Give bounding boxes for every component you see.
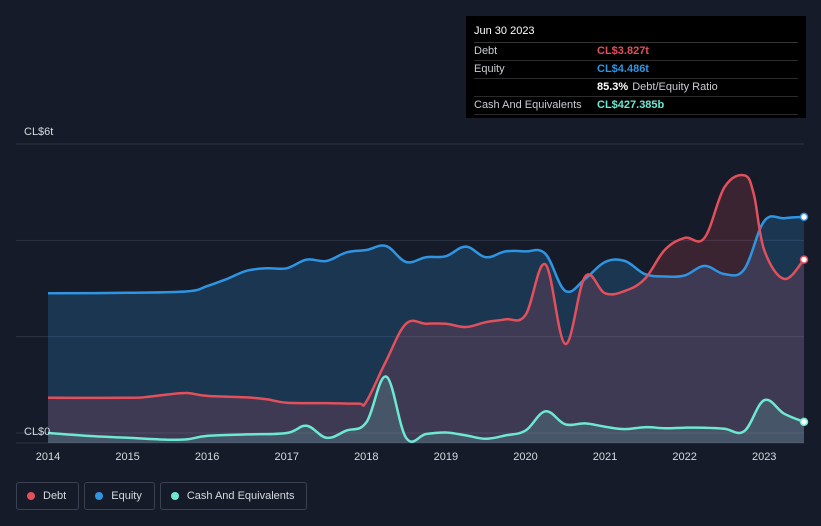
x-tick-2021: 2021 <box>593 451 617 463</box>
tooltip-row-cash: Cash And Equivalents CL$427.385b <box>474 97 798 115</box>
tooltip-ratio-label: Debt/Equity Ratio <box>632 81 718 93</box>
legend-dot-cash <box>170 492 179 500</box>
area-equity <box>48 216 804 443</box>
tooltip-cash-value: CL$427.385b <box>597 99 665 111</box>
x-axis-ticks: 2014 2015 2016 2017 2018 2019 2020 2021 2022 2023 <box>36 451 777 463</box>
series-areas <box>48 174 804 443</box>
legend-item-equity[interactable]: Equity <box>84 482 155 510</box>
tooltip-row-debt: Debt CL$3.827t <box>474 43 798 61</box>
tooltip-date: Jun 30 2023 <box>474 24 798 43</box>
end-markers <box>799 212 809 427</box>
tooltip-debt-label: Debt <box>474 45 498 57</box>
end-marker-equity <box>799 212 809 222</box>
legend-label-debt: Debt <box>43 490 67 502</box>
line-debt <box>47 173 805 407</box>
tooltip-cash-label: Cash And Equivalents <box>474 99 582 111</box>
line-cash <box>47 375 805 443</box>
tooltip-row-equity: Equity CL$4.486t <box>474 61 798 79</box>
tooltip-ratio-value: 85.3% <box>597 81 629 93</box>
grid-lines <box>16 143 804 444</box>
legend-label-equity: Equity <box>111 490 142 502</box>
x-tick-2020: 2020 <box>513 451 537 463</box>
end-marker-debt <box>799 255 809 264</box>
tooltip-row-ratio: 85.3% Debt/Equity Ratio <box>474 79 798 97</box>
area-debt <box>48 174 804 443</box>
x-tick-2017: 2017 <box>274 451 298 463</box>
area-cash <box>48 376 804 443</box>
x-tick-2018: 2018 <box>354 451 378 463</box>
tooltip-equity-label: Equity <box>474 63 505 75</box>
x-tick-2016: 2016 <box>195 451 219 463</box>
tooltip-panel: Jun 30 2023 Debt CL$3.827t Equity CL$4.4… <box>466 16 806 118</box>
x-tick-2019: 2019 <box>434 451 458 463</box>
x-tick-2015: 2015 <box>115 451 139 463</box>
y-axis-top-label: CL$6t <box>24 126 53 138</box>
end-marker-cash <box>799 417 809 427</box>
series-lines <box>47 173 805 443</box>
chart-legend: Debt Equity Cash And Equivalents <box>16 482 308 510</box>
x-tick-2022: 2022 <box>672 451 696 463</box>
y-axis-bottom-label: CL$0 <box>24 426 50 438</box>
legend-item-debt[interactable]: Debt <box>16 482 80 510</box>
legend-item-cash[interactable]: Cash And Equivalents <box>159 482 308 510</box>
legend-label-cash: Cash And Equivalents <box>186 490 295 502</box>
tooltip-debt-value: CL$3.827t <box>597 45 649 57</box>
legend-dot-equity <box>95 492 104 500</box>
line-equity <box>47 215 805 295</box>
x-tick-2023: 2023 <box>752 451 776 463</box>
x-tick-2014: 2014 <box>36 451 60 463</box>
tooltip-equity-value: CL$4.486t <box>597 63 649 75</box>
legend-dot-debt <box>27 492 35 500</box>
